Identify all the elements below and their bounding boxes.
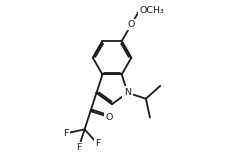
Text: O: O — [127, 20, 134, 29]
Text: F: F — [63, 129, 68, 138]
Text: N: N — [124, 88, 130, 97]
Text: F: F — [94, 139, 100, 148]
Text: F: F — [76, 143, 81, 152]
Text: OCH₃: OCH₃ — [139, 6, 164, 15]
Text: O: O — [105, 112, 112, 122]
